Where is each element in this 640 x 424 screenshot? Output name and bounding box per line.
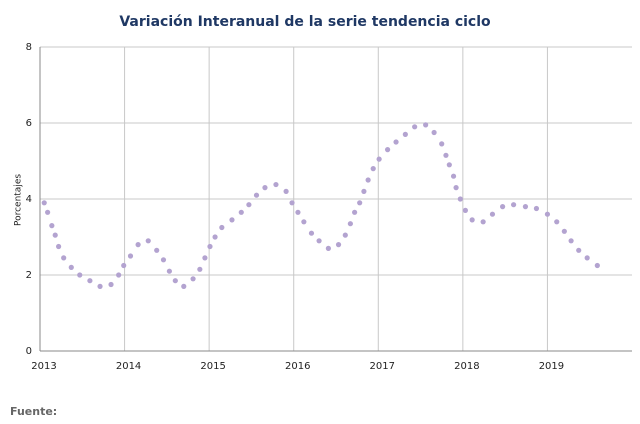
- point: [325, 245, 331, 251]
- point: [544, 211, 551, 217]
- point: [489, 211, 496, 217]
- point: [365, 177, 371, 183]
- point: [56, 243, 62, 250]
- point: [462, 207, 468, 213]
- point: [384, 147, 391, 153]
- source: Fuente:: [10, 405, 57, 418]
- point: [45, 209, 51, 215]
- point: [219, 224, 225, 231]
- point: [295, 209, 301, 215]
- point: [450, 173, 457, 179]
- point: [190, 276, 196, 282]
- point: [212, 234, 218, 240]
- point: [361, 188, 367, 194]
- point: [453, 185, 459, 191]
- point: [283, 188, 289, 194]
- point: [49, 223, 55, 229]
- point: [154, 247, 160, 253]
- y-tick-label: 4: [26, 194, 32, 205]
- point: [561, 228, 567, 234]
- point: [469, 217, 475, 223]
- point: [262, 185, 268, 191]
- point: [52, 232, 58, 238]
- point: [97, 283, 103, 289]
- point: [61, 255, 67, 261]
- point: [342, 232, 348, 238]
- y-tick-label: 2: [26, 270, 32, 281]
- point: [457, 196, 463, 202]
- x-tick-label: 2018: [454, 361, 479, 372]
- point: [238, 209, 244, 215]
- point: [431, 129, 437, 136]
- point: [246, 202, 252, 208]
- point: [347, 221, 353, 227]
- chart-title: Variación Interanual de la serie tendenc…: [119, 14, 491, 30]
- point: [273, 181, 279, 188]
- point: [584, 255, 590, 261]
- point: [402, 131, 408, 137]
- point: [172, 278, 178, 284]
- point: [301, 219, 307, 225]
- point: [181, 283, 187, 289]
- point: [121, 262, 127, 269]
- point: [308, 230, 315, 236]
- point: [335, 242, 342, 248]
- point: [135, 242, 141, 248]
- point: [289, 200, 295, 206]
- y-tick-label: 0: [26, 346, 32, 357]
- point: [145, 238, 151, 244]
- point: [127, 253, 134, 259]
- y-tick-label: 6: [26, 118, 32, 129]
- point: [423, 122, 429, 128]
- point: [376, 156, 382, 162]
- x-tick-label: 2016: [285, 361, 310, 372]
- point: [116, 272, 122, 278]
- point: [480, 219, 486, 225]
- point: [108, 281, 114, 288]
- point: [412, 124, 418, 130]
- x-tick-label: 2019: [539, 361, 564, 372]
- point: [352, 209, 358, 215]
- point: [68, 264, 74, 270]
- point: [554, 219, 560, 225]
- point: [166, 268, 172, 274]
- point: [370, 166, 376, 172]
- x-tick-label: 2014: [116, 361, 141, 372]
- x-tick-label: 2017: [370, 361, 395, 372]
- point: [393, 139, 399, 145]
- point: [160, 257, 167, 263]
- y-axis-label: Porcentajes: [14, 174, 24, 226]
- point: [568, 238, 574, 244]
- point: [202, 255, 208, 261]
- point: [207, 243, 213, 250]
- point: [576, 247, 582, 253]
- point: [41, 200, 47, 206]
- x-tick-label: 2015: [200, 361, 225, 372]
- point: [316, 238, 322, 244]
- x-tick-label: 2013: [31, 361, 56, 372]
- point: [446, 162, 452, 168]
- point: [87, 278, 93, 284]
- point: [443, 152, 449, 158]
- point: [197, 266, 203, 272]
- point: [510, 202, 517, 208]
- point: [594, 262, 600, 269]
- point: [229, 217, 235, 223]
- point: [522, 204, 529, 210]
- point: [533, 205, 540, 212]
- point: [357, 200, 363, 206]
- point: [77, 272, 83, 278]
- point: [253, 192, 260, 198]
- point: [439, 141, 445, 147]
- y-tick-label: 8: [26, 42, 32, 53]
- point: [500, 204, 506, 210]
